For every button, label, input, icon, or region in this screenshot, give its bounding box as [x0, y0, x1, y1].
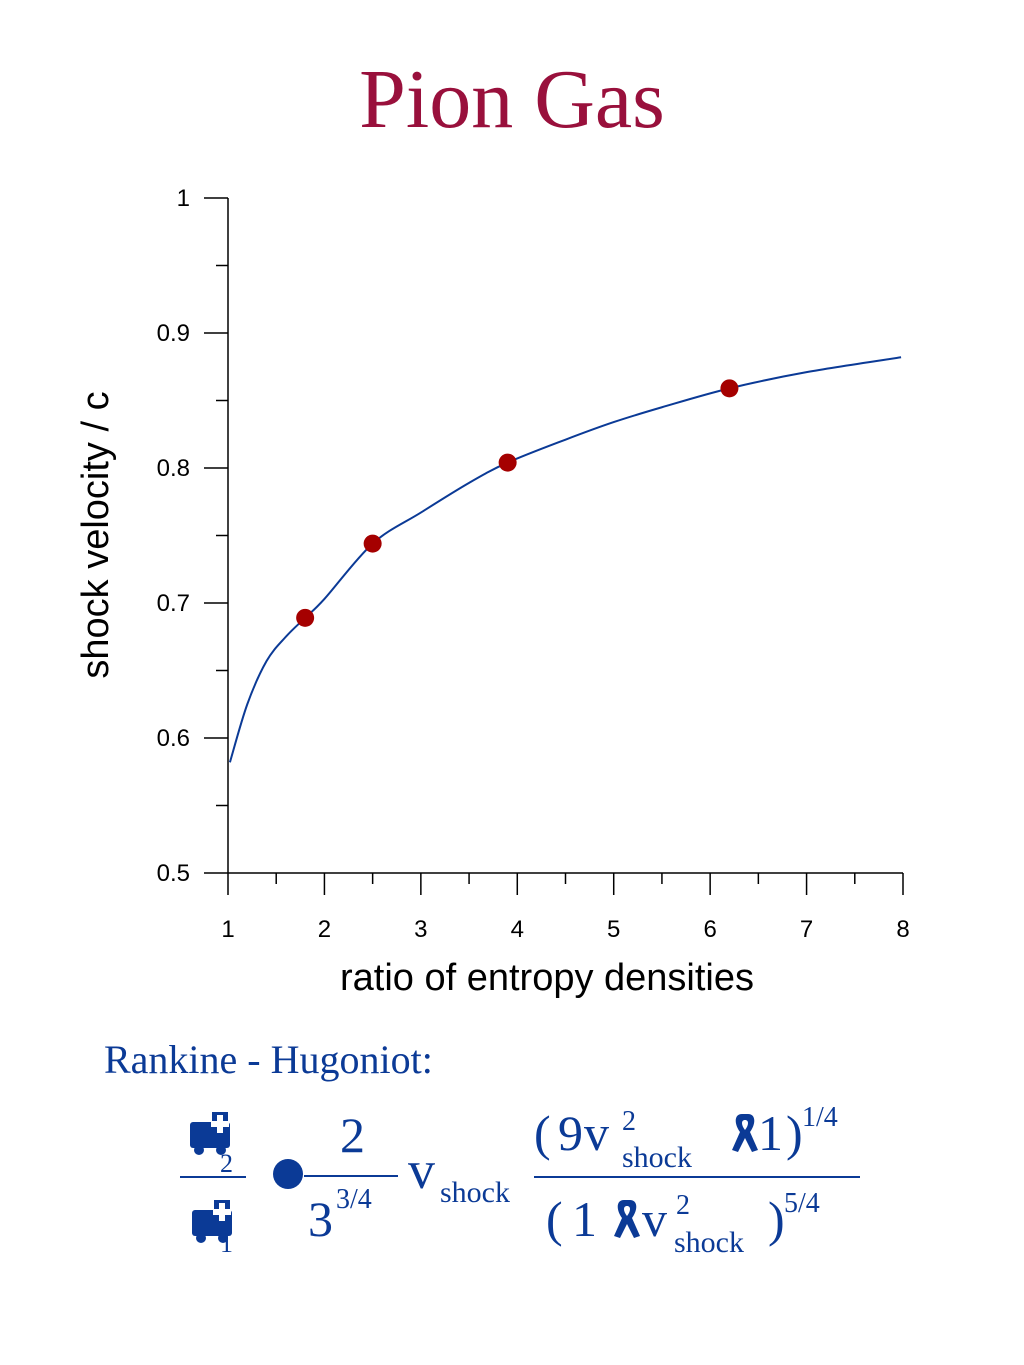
y-axis-label: shock velocity / c: [75, 391, 117, 678]
x-tick-label: 7: [800, 916, 813, 943]
coef-numerator: 2: [340, 1107, 365, 1163]
den-shock: shock: [674, 1226, 744, 1259]
chart-axes: 1 2 3 4 5 6 7 8 0.5 0.6 0.7 0.8 0.9 1: [157, 185, 910, 943]
x-tick-label: 5: [607, 916, 620, 943]
y-tick-label: 0.7: [157, 590, 190, 617]
num-nine: 9: [558, 1105, 583, 1161]
shock-sub-main: shock: [440, 1176, 510, 1209]
sub-1: 1: [220, 1229, 233, 1258]
x-tick-label: 1: [221, 916, 234, 943]
den-one: 1: [572, 1191, 597, 1247]
x-tick-label: 6: [703, 916, 716, 943]
den-rparen: ): [768, 1191, 785, 1247]
den-exp: 5/4: [784, 1188, 820, 1219]
den-v: v: [642, 1191, 667, 1247]
y-tick-label: 0.9: [157, 320, 190, 347]
num-exp: 1/4: [802, 1102, 838, 1133]
num-shock: shock: [622, 1141, 692, 1174]
rankine-hugoniot-label: Rankine - Hugoniot:: [104, 1037, 433, 1082]
num-rparen: ): [786, 1105, 803, 1161]
data-point: [498, 453, 517, 472]
fit-curve-line: [228, 356, 902, 763]
x-tick-label: 8: [896, 916, 909, 943]
x-axis-label: ratio of entropy densities: [340, 957, 754, 999]
data-point: [363, 534, 382, 553]
rankine-hugoniot-formula: 2 1 2 3 3/4 v shock ( 9 v 2 shock 1 ) 1/…: [180, 1102, 860, 1259]
minus-ribbon-icon: [614, 1200, 640, 1238]
x-tick-label: 2: [318, 916, 331, 943]
slide-title: Pion Gas: [359, 53, 665, 146]
v-main: v: [408, 1140, 435, 1200]
coef-denominator-exp: 3/4: [336, 1184, 372, 1215]
entropy-density-symbol-icon: [192, 1200, 232, 1243]
chart: 1 2 3 4 5 6 7 8 0.5 0.6 0.7 0.8 0.9 1 ratio of entrop…: [75, 185, 910, 999]
sub-2: 2: [220, 1149, 233, 1178]
chart-marks: [228, 356, 902, 763]
den-lparen: (: [546, 1191, 563, 1247]
y-tick-label: 1: [177, 185, 190, 212]
num-sq: 2: [622, 1106, 636, 1137]
data-point: [720, 379, 739, 398]
coef-denominator: 3: [308, 1191, 333, 1247]
num-v: v: [584, 1105, 609, 1161]
num-one: 1: [758, 1105, 783, 1161]
minus-ribbon-icon: [732, 1114, 758, 1152]
data-point: [296, 608, 315, 627]
x-tick-label: 4: [511, 916, 524, 943]
y-tick-label: 0.8: [157, 455, 190, 482]
y-tick-label: 0.6: [157, 725, 190, 752]
den-sq: 2: [676, 1190, 690, 1221]
x-tick-label: 3: [414, 916, 427, 943]
equals-bullet-icon: [273, 1159, 303, 1189]
num-lparen: (: [534, 1105, 551, 1161]
y-tick-label: 0.5: [157, 860, 190, 887]
entropy-density-symbol-icon: [190, 1112, 230, 1155]
